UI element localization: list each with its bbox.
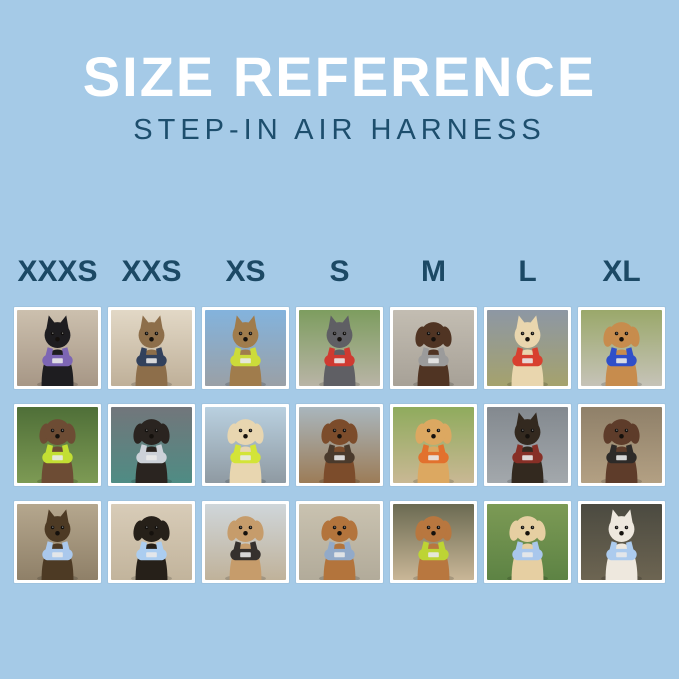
pet-photo [581, 503, 662, 580]
dog-illustration-icon [318, 315, 361, 386]
size-label-xl: XL [602, 254, 641, 288]
pet-photo [17, 406, 98, 483]
pet-photo [17, 309, 98, 386]
photo-tile [484, 306, 571, 389]
photo-tile [14, 500, 101, 583]
dog-illustration-icon [412, 321, 455, 386]
size-label-s: S [329, 254, 350, 288]
photo-tile [484, 500, 571, 583]
photo-tile [14, 403, 101, 486]
dog-illustration-icon [36, 418, 79, 483]
dog-illustration-icon [412, 418, 455, 483]
photo-tile [390, 306, 477, 389]
photo-tile [108, 403, 195, 486]
page-title: SIZE REFERENCE [82, 45, 597, 108]
photo-tile [296, 403, 383, 486]
dog-illustration-icon [130, 418, 173, 483]
size-label-l: L [518, 254, 537, 288]
pet-photo [111, 406, 192, 483]
size-label-m: M [421, 254, 446, 288]
photo-tile [578, 403, 665, 486]
photo-tile [108, 306, 195, 389]
size-label-row: XXXS XXS XS S M L XL [14, 255, 665, 289]
photo-tile [202, 403, 289, 486]
dog-illustration-icon [318, 418, 361, 483]
dog-illustration-icon [506, 515, 549, 580]
pet-photo [17, 503, 98, 580]
pet-photo [205, 406, 286, 483]
pet-photo [487, 503, 568, 580]
pet-photo [581, 309, 662, 386]
photo-tile [390, 403, 477, 486]
cat-illustration-icon [130, 315, 173, 386]
cat-illustration-icon [36, 315, 79, 386]
dog-illustration-icon [130, 515, 173, 580]
photo-tile [296, 500, 383, 583]
pet-photo [299, 503, 380, 580]
photo-tile [484, 403, 571, 486]
pet-photo [487, 406, 568, 483]
dog-illustration-icon [600, 418, 643, 483]
pet-photo [111, 309, 192, 386]
pet-photo [393, 503, 474, 580]
dog-illustration-icon [224, 515, 267, 580]
dog-illustration-icon [600, 509, 643, 580]
page-subtitle: STEP-IN AIR HARNESS [133, 113, 546, 146]
dog-illustration-icon [318, 515, 361, 580]
photo-tile [14, 306, 101, 389]
pet-photo [111, 503, 192, 580]
dog-illustration-icon [506, 412, 549, 483]
pet-photo [299, 406, 380, 483]
cat-illustration-icon [224, 315, 267, 386]
dog-illustration-icon [224, 418, 267, 483]
size-label-xs: XS [225, 254, 266, 288]
pet-photo [393, 406, 474, 483]
photo-tile [108, 500, 195, 583]
dog-illustration-icon [36, 509, 79, 580]
pet-photo [581, 406, 662, 483]
photo-tile [202, 306, 289, 389]
pet-photo [299, 309, 380, 386]
dog-illustration-icon [506, 315, 549, 386]
size-label-xxs: XXS [121, 254, 182, 288]
pet-photo [393, 309, 474, 386]
photo-tile [578, 306, 665, 389]
dog-illustration-icon [600, 321, 643, 386]
pet-photo [205, 309, 286, 386]
photo-tile [296, 306, 383, 389]
photo-tile [578, 500, 665, 583]
photo-tile [390, 500, 477, 583]
photo-tile [202, 500, 289, 583]
pet-photo [205, 503, 286, 580]
pet-photo [487, 309, 568, 386]
dog-illustration-icon [412, 515, 455, 580]
size-label-xxxs: XXXS [17, 254, 98, 288]
photo-grid [14, 306, 665, 583]
header: SIZE REFERENCE STEP-IN AIR HARNESS [0, 0, 679, 147]
